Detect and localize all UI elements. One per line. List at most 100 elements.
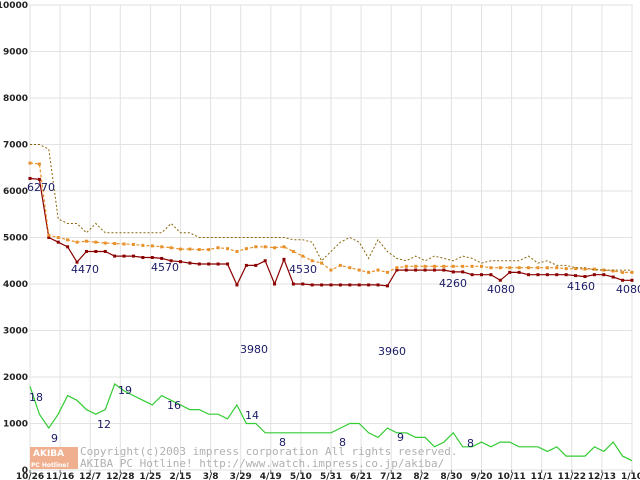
series-0-point [197,262,201,266]
x-tick-label: 12/13 [588,472,616,480]
data-label: 9 [51,432,58,445]
x-tick-label: 4/19 [260,472,282,480]
series-0-point [338,283,342,287]
series-1-point [301,254,305,258]
series-1-point [235,249,239,253]
x-tick-label: 12/7 [79,472,101,480]
series-0-point [179,260,182,264]
data-label: 14 [245,409,259,422]
series-1-point [84,239,88,243]
x-tick-label: 2/15 [169,472,191,480]
series-1-point [508,266,512,270]
series-0-point [470,273,474,277]
series-0-point [611,275,615,279]
data-label: 19 [118,384,132,397]
series-0-point [527,273,531,277]
series-1-point [122,242,126,246]
series-0-point [216,262,220,266]
data-label: 18 [29,391,43,404]
series-0-point [263,259,267,263]
series-1-point [254,245,258,249]
series-0-point [385,284,389,288]
x-tick-label: 12/28 [106,472,134,480]
series-0-point [188,261,192,265]
series-0-point [254,263,258,267]
series-1-point [113,242,117,246]
series-1-point [216,246,220,250]
series-1-point [376,268,380,272]
series-0-point [602,273,606,277]
series-0-point [310,283,314,287]
watermark-logo [30,447,78,469]
y-tick-label: 9000 [3,48,28,58]
series-0-point [66,245,70,249]
series-0-point [329,283,333,287]
x-tick-label: 5/10 [290,472,312,480]
watermark-logo-bottom: PC Hotline! [31,462,69,469]
x-tick-label: 5/31 [320,472,342,480]
series-line-2 [30,144,632,271]
series-1-point [94,240,98,244]
series-1-point [414,264,418,268]
series-1-point [47,233,51,237]
series-0-point [75,260,79,264]
series-1-point [28,161,32,165]
data-label: 4080 [616,283,640,296]
series-0-point [583,275,587,279]
series-0-point [630,278,634,282]
y-tick-label: 3000 [3,327,28,337]
series-0-point [301,282,305,286]
series-0-point [555,273,559,277]
series-1-point [536,266,540,270]
series-1-point [630,270,634,274]
x-tick-label: 11/16 [46,472,74,480]
y-tick-label: 8000 [3,94,28,104]
data-label: 8 [279,436,286,449]
series-0-point [291,282,295,286]
watermark-logo-top: AKIBA [33,449,64,459]
series-1-point [188,247,192,251]
series-1-point [131,242,135,246]
series-0-point [376,283,380,287]
series-1-point [517,266,521,270]
series-1-point [282,245,286,249]
data-label: 16 [167,399,181,412]
series-0-point [103,249,107,253]
y-tick-label: 5000 [3,234,28,244]
y-tick-label: 2000 [3,373,28,383]
series-1-point [263,245,267,249]
series-1-point [527,266,531,270]
series-1-point [291,249,295,253]
data-label: 6270 [27,181,55,194]
y-tick-label: 6000 [3,187,28,197]
series-0-point [480,273,483,277]
series-0-point [592,273,596,277]
watermark-copyright: Copyright(c)2003 impress corporation All… [80,445,458,458]
series-1-point [602,268,606,272]
series-0-point [508,270,512,274]
series-1-point [432,264,436,268]
series-0-point [122,254,126,258]
y-tick-label: 1000 [3,420,28,430]
data-label: 4570 [151,261,179,274]
data-label: 4530 [289,263,317,276]
series-0-point [536,273,540,277]
series-1-point [357,268,361,272]
series-1-point [338,263,342,267]
series-0-point [461,270,465,274]
series-0-point [160,256,164,260]
series-1-point [592,267,596,271]
x-tick-label: 1/25 [139,472,161,480]
x-tick-label: 10/26 [16,472,44,480]
series-0-point [574,274,578,278]
series-0-point [273,282,277,286]
series-1-point [320,261,324,265]
series-1-point [37,162,41,166]
series-1-point [160,245,164,249]
series-0-point [131,254,135,258]
series-1-point [329,268,333,272]
watermark: AKIBA PC Hotline! Copyright(c)2003 impre… [30,445,458,470]
series-1-point [385,270,389,274]
series-1-point [310,259,314,263]
series-1-point [564,267,568,271]
